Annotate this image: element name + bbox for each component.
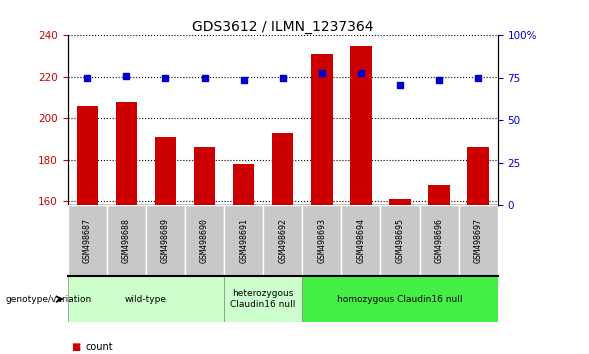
Text: GSM498687: GSM498687 [83,218,92,263]
Point [278,75,287,81]
Text: GSM498696: GSM498696 [435,218,444,263]
Bar [194,147,216,205]
Text: GSM498693: GSM498693 [317,218,326,263]
Bar [428,184,450,205]
Bar [224,276,302,322]
Bar [342,205,380,276]
Bar [185,205,224,276]
Text: GSM498688: GSM498688 [122,218,131,263]
Text: GSM498695: GSM498695 [395,218,405,263]
Bar [233,164,254,205]
Text: genotype/variation: genotype/variation [6,295,92,304]
Text: GSM498689: GSM498689 [161,218,170,263]
Bar [468,147,489,205]
Bar [272,133,293,205]
Point [474,75,483,81]
Text: ■: ■ [71,342,80,352]
Bar [107,205,146,276]
Text: wild-type: wild-type [125,295,167,304]
Bar [68,276,224,322]
Point [356,70,366,76]
Point [395,82,405,87]
Bar [155,137,176,205]
Point [161,75,170,81]
Text: GSM498692: GSM498692 [278,218,287,263]
Bar [302,276,498,322]
Text: GSM498697: GSM498697 [474,218,482,263]
Text: count: count [85,342,113,352]
Point [239,77,249,82]
Point [200,75,209,81]
Point [434,77,444,82]
Point [122,73,131,79]
Text: GSM498694: GSM498694 [356,218,365,263]
Point [317,70,326,76]
Bar [68,205,107,276]
Text: homozygous Claudin16 null: homozygous Claudin16 null [337,295,463,304]
Bar [350,46,372,205]
Bar [77,106,98,205]
Bar [419,205,459,276]
Bar [224,205,263,276]
Bar [380,205,419,276]
Bar [263,205,302,276]
Text: GSM498690: GSM498690 [200,218,209,263]
Bar [389,199,411,205]
Text: heterozygous
Claudin16 null: heterozygous Claudin16 null [230,290,296,309]
Text: GSM498691: GSM498691 [239,218,248,263]
Bar [146,205,185,276]
Bar [115,102,137,205]
Bar [459,205,498,276]
Bar [302,205,342,276]
Title: GDS3612 / ILMN_1237364: GDS3612 / ILMN_1237364 [192,21,373,34]
Point [82,75,92,81]
Bar [311,54,333,205]
